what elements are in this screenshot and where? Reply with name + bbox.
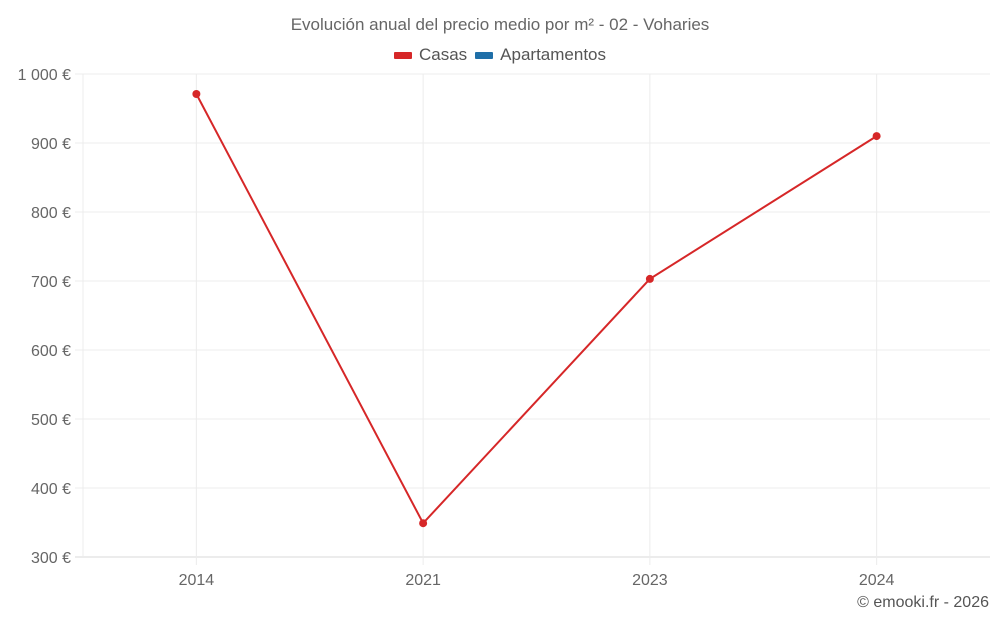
y-tick-label: 800 € — [31, 205, 71, 222]
series-line-casas — [195, 93, 878, 525]
legend-item-apartamentos[interactable]: Apartamentos — [475, 45, 606, 65]
data-point — [419, 519, 428, 528]
x-tick-label: 2023 — [632, 572, 668, 589]
x-tick-label: 2014 — [179, 572, 215, 589]
x-tick-label: 2021 — [405, 572, 441, 589]
y-tick-label: 300 € — [31, 550, 71, 567]
data-point — [872, 132, 881, 141]
y-tick-label: 700 € — [31, 274, 71, 291]
y-tick-label: 600 € — [31, 343, 71, 360]
y-tick-label: 1 000 € — [18, 67, 71, 84]
legend-label-apartamentos: Apartamentos — [500, 45, 607, 64]
x-tick-label: 2024 — [859, 572, 895, 589]
chart-title: Evolución anual del precio medio por m² … — [290, 15, 710, 34]
y-tick-label: 400 € — [31, 481, 71, 498]
y-tick-label: 900 € — [31, 136, 71, 153]
legend-label-casas: Casas — [418, 45, 468, 64]
legend-swatch-casas — [393, 51, 412, 59]
legend-swatch-apartamentos — [475, 51, 494, 59]
legend-item-casas[interactable]: Casas — [393, 45, 468, 65]
chart-legend: Casas Apartamentos — [0, 45, 1000, 65]
data-point — [192, 90, 201, 99]
credit-text: © emooki.fr - 2026 — [857, 594, 989, 611]
data-point — [645, 274, 654, 283]
y-tick-label: 500 € — [31, 412, 71, 429]
